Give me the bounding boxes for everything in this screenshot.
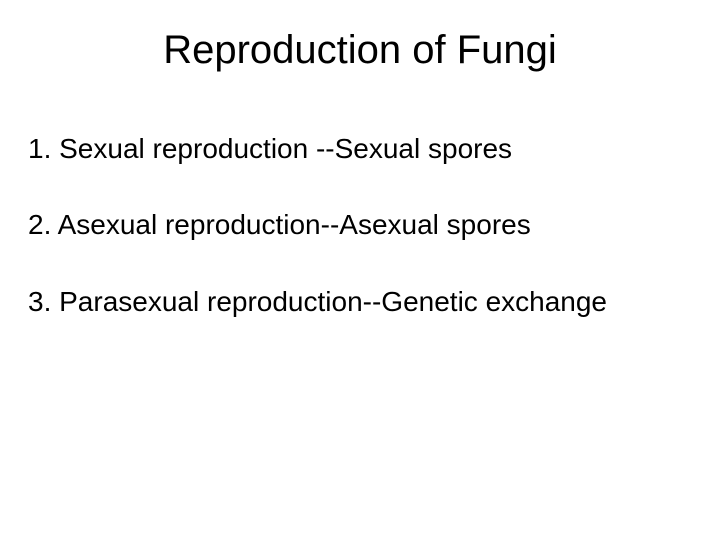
slide-container: Reproduction of Fungi 1. Sexual reproduc… (0, 0, 720, 540)
list-item-2: 2. Asexual reproduction--Asexual spores (28, 207, 692, 243)
list-item-3: 3. Parasexual reproduction--Genetic exch… (28, 284, 692, 320)
slide-title: Reproduction of Fungi (28, 28, 692, 73)
list-item-1: 1. Sexual reproduction --Sexual spores (28, 131, 692, 167)
